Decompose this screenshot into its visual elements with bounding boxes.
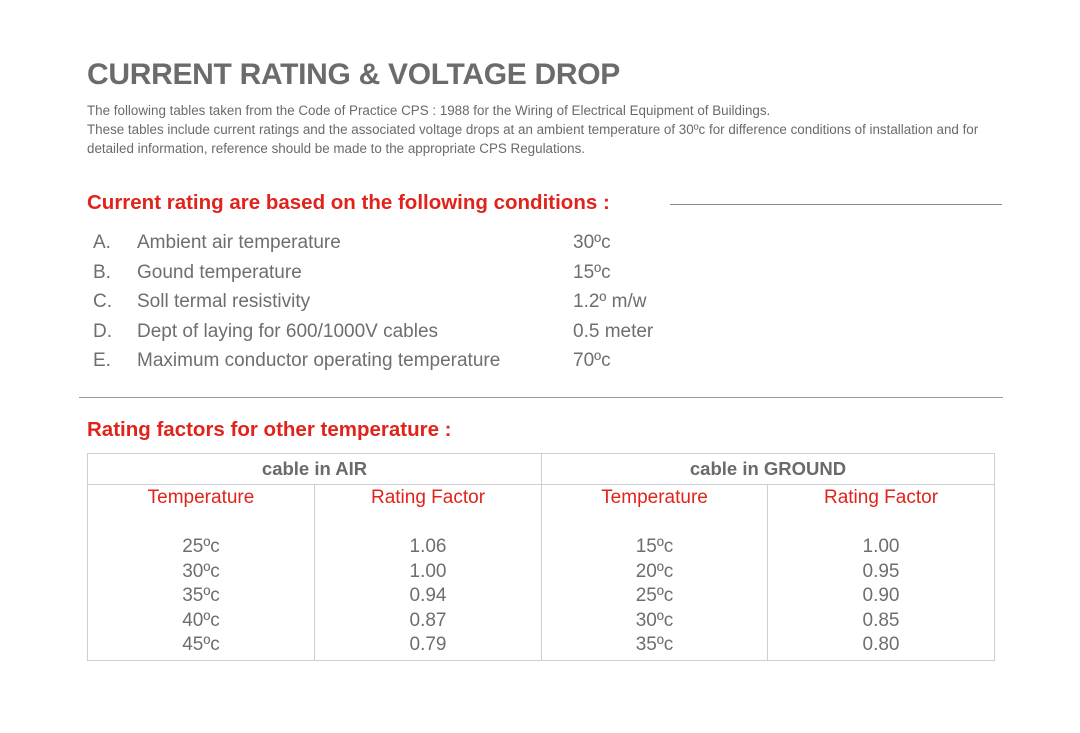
table-cell: 0.79 — [409, 634, 447, 656]
table-group-header-row: cable in AIR cable in GROUND — [86, 453, 996, 485]
heading-divider — [670, 204, 1002, 205]
section-divider — [79, 397, 1003, 398]
table-cell: 0.85 — [862, 609, 900, 631]
table-cell: 35ºc — [182, 585, 220, 607]
condition-letter: E. — [93, 350, 111, 371]
ground-factor-header: Rating Factor — [767, 484, 996, 517]
table-cell: 15ºc — [635, 536, 674, 557]
table-cell: 25ºc — [182, 536, 220, 557]
condition-letter: B. — [93, 261, 111, 283]
table-cell: 0.80 — [862, 634, 900, 656]
table-cell: 40ºc — [182, 609, 220, 631]
air-factor-header: Rating Factor — [313, 484, 543, 517]
table-cell: 0.95 — [862, 560, 900, 582]
rating-factors-heading: Rating factors for other temperature : — [87, 418, 452, 441]
condition-letter: C. — [93, 291, 112, 312]
condition-label: Soll termal resistivity — [137, 291, 311, 312]
ground-group-header: cable in GROUND — [541, 453, 996, 485]
table-cell: 0.94 — [409, 585, 447, 607]
table-cell: 30ºc — [635, 609, 674, 631]
ground-temperature-column: 15ºc 20ºc 25ºc 30ºc 35ºc — [541, 517, 769, 661]
air-temperature-header: Temperature — [87, 484, 315, 517]
intro-line-1: The following tables taken from the Code… — [87, 103, 771, 118]
intro-text: The following tables taken from the Code… — [87, 101, 1017, 158]
air-group-header: cable in AIR — [86, 453, 543, 485]
conditions-heading: Current rating are based on the followin… — [87, 191, 610, 214]
intro-line-2: These tables include current ratings and… — [87, 122, 979, 156]
table-cell: 0.90 — [862, 585, 900, 607]
condition-label: Gound temperature — [137, 261, 302, 283]
condition-letter: A. — [93, 232, 111, 253]
table-column-header-row: Temperature Rating Factor Temperature Ra… — [87, 484, 996, 517]
condition-letter: D. — [93, 320, 112, 342]
air-temperature-column: 25ºc 30ºc 35ºc 40ºc 45ºc — [87, 517, 315, 661]
table-cell: 20ºc — [635, 560, 674, 582]
table-cell: 25ºc — [635, 585, 674, 607]
condition-label: Dept of laying for 600/1000V cables — [137, 320, 439, 342]
table-cell: 45ºc — [182, 634, 220, 656]
condition-value: 0.5 meter — [573, 320, 654, 342]
ground-factor-column: 1.00 0.95 0.90 0.85 0.80 — [767, 517, 996, 661]
condition-label: Maximum conductor operating temperature — [137, 350, 501, 371]
table-cell: 30ºc — [182, 560, 220, 582]
condition-value: 30ºc — [573, 232, 611, 253]
condition-label: Ambient air temperature — [137, 232, 341, 253]
rating-factors-table: cable in AIR cable in GROUND Temperature… — [86, 453, 996, 661]
table-cell: 1.00 — [862, 536, 900, 557]
air-factor-column: 1.06 1.00 0.94 0.87 0.79 — [313, 517, 543, 661]
page-title: CURRENT RATING & VOLTAGE DROP — [87, 58, 620, 91]
condition-value: 70ºc — [573, 350, 611, 371]
table-cell: 35ºc — [635, 634, 674, 656]
table-cell: 1.00 — [409, 560, 447, 582]
table-data-row: 25ºc 30ºc 35ºc 40ºc 45ºc 1.06 1.00 0.94 … — [87, 517, 996, 661]
ground-temperature-header: Temperature — [541, 484, 769, 517]
table-cell: 0.87 — [409, 609, 447, 631]
condition-value: 1.2º m/w — [573, 291, 647, 312]
condition-value: 15ºc — [573, 261, 611, 283]
table-cell: 1.06 — [409, 536, 447, 557]
